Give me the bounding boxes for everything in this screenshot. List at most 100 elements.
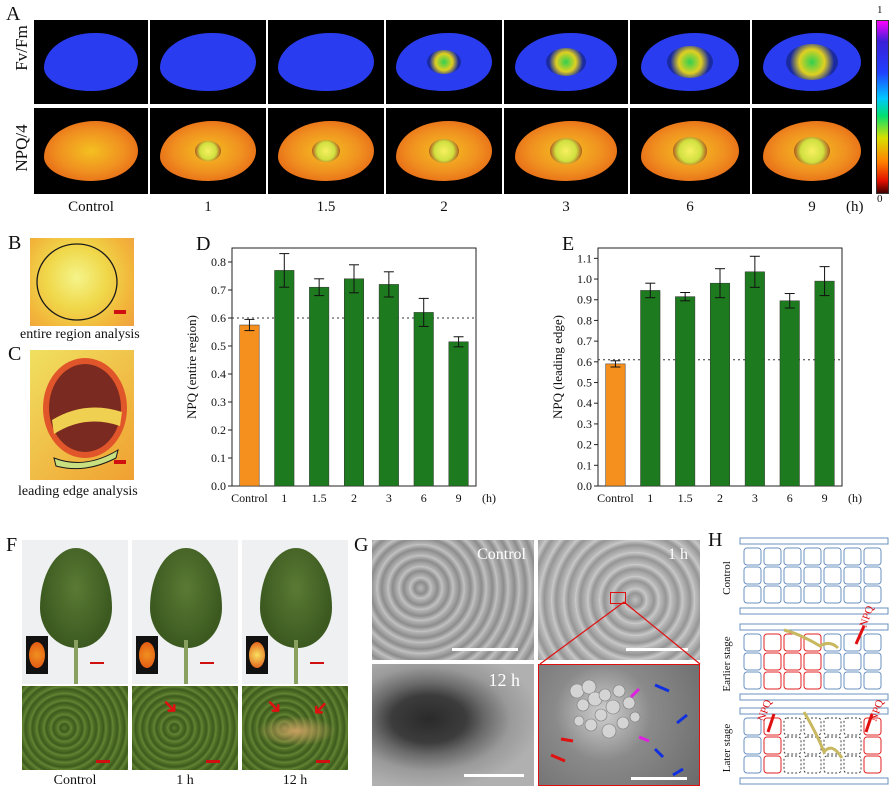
mesophyll-cell <box>823 547 842 566</box>
x-tick-label: 1 <box>281 491 287 505</box>
y-tick-label: 0.7 <box>211 283 226 297</box>
mesophyll-cell <box>783 717 802 736</box>
npq-label: NPQ <box>868 698 887 723</box>
mesophyll-cell <box>823 671 842 690</box>
mesophyll-cell <box>783 585 802 604</box>
mesophyll-cell <box>843 652 862 671</box>
mesophyll-cell <box>763 547 782 566</box>
lesion-spot <box>194 140 221 162</box>
x-tick-label: 6 <box>787 491 793 505</box>
mesophyll-cell <box>803 566 822 585</box>
mesophyll-cell <box>843 671 862 690</box>
mesophyll-cell <box>823 633 842 652</box>
npq-tile <box>752 108 872 194</box>
bar-3 <box>378 284 399 487</box>
bar-6 <box>779 300 800 487</box>
y-tick-label: 0.2 <box>211 423 226 437</box>
mesophyll-cell <box>763 755 782 774</box>
mesophyll-cell <box>783 652 802 671</box>
fvfm-tile <box>268 20 384 104</box>
fvfm-tile <box>386 20 502 104</box>
lesion-spot <box>311 139 340 163</box>
sem-12h-label: 12 h <box>488 670 521 690</box>
x-tick-label: 1 <box>647 491 653 505</box>
bar-9 <box>814 280 835 487</box>
caption-entire-region: entire region analysis <box>20 327 140 342</box>
panel-letter-e: E <box>562 233 575 255</box>
mesophyll-cell <box>743 585 762 604</box>
time-unit-label: (h) <box>846 199 864 215</box>
mesophyll-cell <box>803 652 822 671</box>
time-label: 9 <box>808 199 816 215</box>
colorbar-min-label: 0 <box>877 193 883 205</box>
colorbar-max-label: 1 <box>877 4 883 16</box>
y-axis-label: NPQ (entire region) <box>184 315 199 419</box>
leaf-image <box>762 32 862 92</box>
chart-e: 0.0 0.1 0.2 0.3 0.4 0.5 0.6 0.7 0.8 0.9 1.0 1.1 NPQ … <box>550 247 862 505</box>
npq-tile <box>630 108 750 194</box>
mesophyll-cell <box>763 671 782 690</box>
epidermis-bottom <box>739 777 889 785</box>
epidermis-bottom <box>739 607 889 615</box>
mesophyll-cell <box>863 671 882 690</box>
scale-bar <box>452 648 518 651</box>
y-tick-label: 0.2 <box>577 438 592 452</box>
npq-tile <box>34 108 148 194</box>
mesophyll-cell <box>803 755 822 774</box>
scale-bar <box>464 774 524 777</box>
y-tick-label: 1.0 <box>577 272 592 286</box>
time-label: 3 <box>562 199 570 215</box>
leaf-image <box>396 32 492 92</box>
mesophyll-cell <box>823 717 842 736</box>
mesophyll-cell <box>803 671 822 690</box>
fvfm-tile <box>504 20 628 104</box>
x-tick-label: 9 <box>456 491 462 505</box>
npq-tile <box>504 108 628 194</box>
npq-arrow <box>766 713 776 733</box>
x-unit-label: (h) <box>848 491 862 505</box>
mesophyll-cell <box>823 755 842 774</box>
time-label: Control <box>68 199 114 215</box>
sem-1h-label: 1 h <box>668 546 688 563</box>
npq-tile <box>386 108 502 194</box>
mesophyll-cell <box>863 652 882 671</box>
mesophyll-cell <box>863 755 882 774</box>
leaf-closeup <box>22 686 128 770</box>
mesophyll-cell <box>783 547 802 566</box>
lesion-spot <box>785 43 838 81</box>
leaf-closeup: ➜ <box>132 686 238 770</box>
mesophyll-cell <box>803 717 822 736</box>
mesophyll-cell <box>823 652 842 671</box>
mesophyll-cell <box>863 717 882 736</box>
mesophyll-cell <box>783 736 802 755</box>
leaf-image <box>762 120 862 182</box>
sem-1h-image: 1 h <box>538 540 700 660</box>
y-tick-label: 0.3 <box>577 417 592 431</box>
leaf-image <box>160 32 256 92</box>
mesophyll-cell <box>863 585 882 604</box>
leaf-closeup: ➜ ➜ <box>242 686 348 770</box>
y-tick-label: 0.4 <box>211 367 226 381</box>
bar-6 <box>413 312 434 487</box>
leaf-image <box>640 120 740 182</box>
mesophyll-cell <box>843 547 862 566</box>
mesophyll-cell <box>743 671 762 690</box>
mesophyll-cell <box>843 633 862 652</box>
scale-bar <box>626 648 688 651</box>
y-tick-label: 1.1 <box>577 251 592 265</box>
x-tick-label: 1.5 <box>312 491 327 505</box>
y-tick-label: 0.5 <box>211 339 226 353</box>
mesophyll-cell <box>763 566 782 585</box>
lesion-spot <box>545 47 586 76</box>
leaf-photo-label: Control <box>53 773 97 788</box>
bar-1.5 <box>675 296 696 487</box>
leaf-photo <box>132 540 238 684</box>
mesophyll-cell <box>743 547 762 566</box>
bar-3 <box>744 271 765 487</box>
leaf-photo <box>22 540 128 684</box>
mesophyll-cell <box>763 585 782 604</box>
colorbar <box>876 20 889 194</box>
hypha <box>802 711 844 759</box>
mesophyll-cell <box>783 755 802 774</box>
bar-1 <box>640 290 661 487</box>
